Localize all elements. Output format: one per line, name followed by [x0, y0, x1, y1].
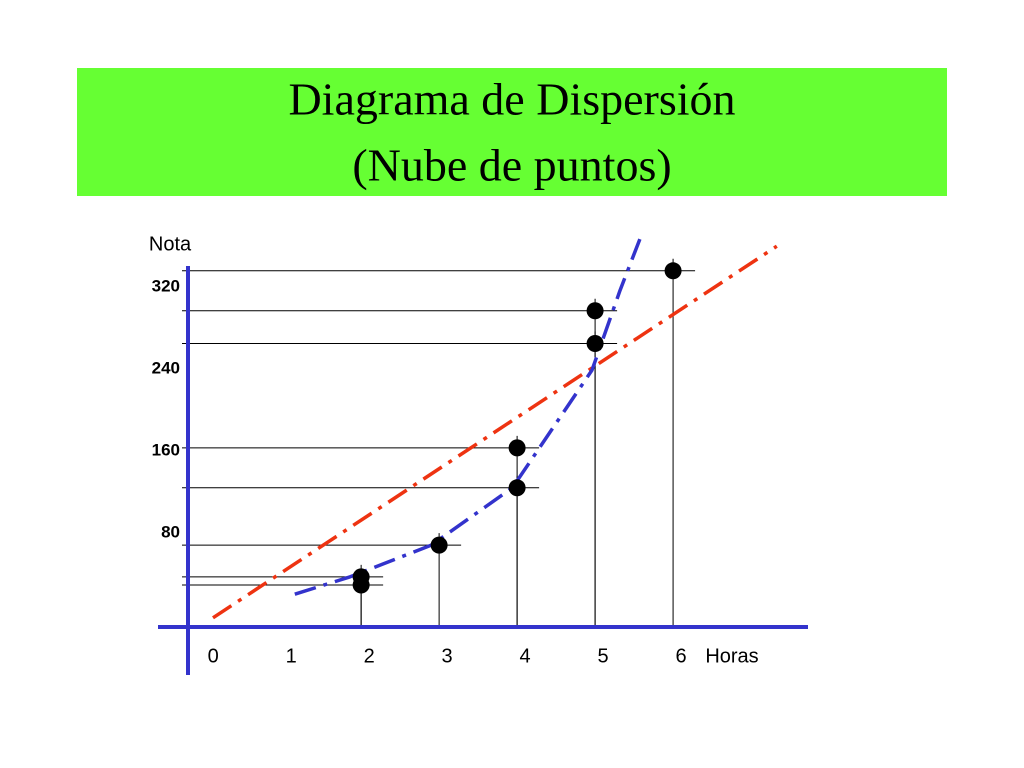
y-tick-label: 160 [152, 440, 180, 459]
title-line: Diagrama de Dispersión [288, 74, 735, 125]
point [508, 439, 526, 457]
x-tick-label: 5 [598, 645, 609, 667]
trend-line [294, 237, 642, 596]
x-tick-label: 2 [364, 645, 375, 667]
x-tick-label: 0 [208, 645, 219, 667]
y-tick-label: 240 [152, 359, 180, 378]
point [508, 479, 526, 497]
point [664, 262, 682, 280]
point [586, 334, 604, 352]
x-tick-label: 3 [442, 645, 453, 667]
point [352, 576, 370, 594]
x-tick-label: 6 [676, 645, 687, 667]
x-tick-label: 1 [286, 645, 297, 667]
x-axis-label: Horas [705, 645, 758, 667]
trend-line [212, 244, 778, 620]
point [430, 536, 448, 554]
y-axis-label: Nota [149, 233, 192, 255]
title-box [77, 68, 947, 196]
point [586, 302, 604, 320]
title-line: (Nube de puntos) [352, 140, 671, 191]
y-tick-label: 320 [152, 277, 180, 296]
x-tick-label: 4 [520, 645, 531, 667]
y-tick-label: 80 [161, 522, 180, 541]
